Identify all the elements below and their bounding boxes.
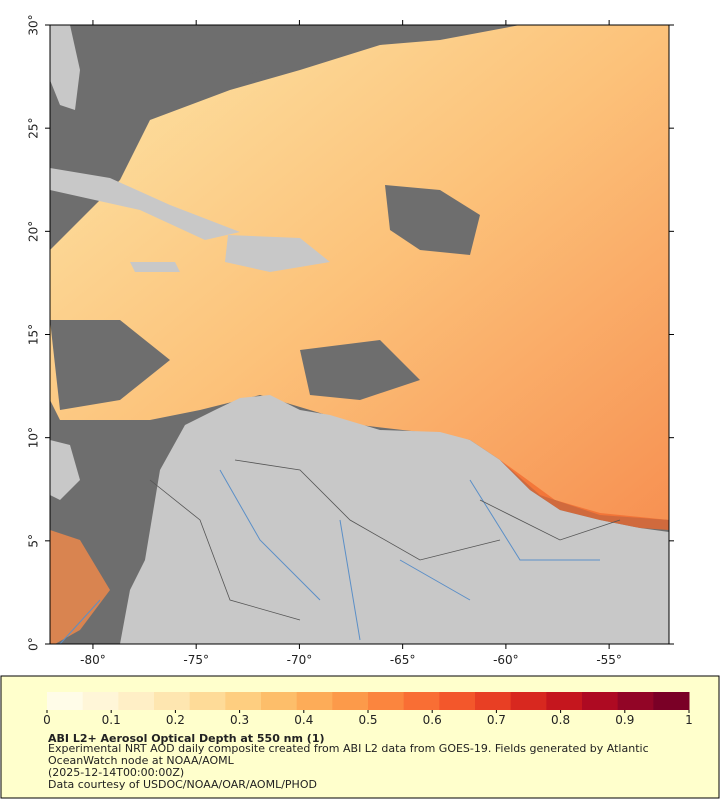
colorbar-tick-label: 0.5 xyxy=(358,713,377,727)
y-tick-label: 30° xyxy=(27,14,41,35)
colorbar-swatch xyxy=(47,692,84,710)
colorbar-tick-label: 0 xyxy=(43,713,51,727)
colorbar-tick-label: 0.6 xyxy=(423,713,442,727)
colorbar-swatch xyxy=(510,692,547,710)
caption-credit: Data courtesy of USDOC/NOAA/OAR/AOML/PHO… xyxy=(48,778,317,791)
y-tick-label: 15° xyxy=(27,324,41,345)
colorbar-tick-label: 0.4 xyxy=(294,713,313,727)
y-tick-label: 10° xyxy=(27,427,41,448)
colorbar-tick-label: 0.8 xyxy=(551,713,570,727)
x-tick-label: -80° xyxy=(80,653,106,667)
y-tick-label: 25° xyxy=(27,118,41,139)
y-tick-label: 20° xyxy=(27,221,41,242)
colorbar-swatch xyxy=(154,692,191,710)
x-tick-label: -70° xyxy=(287,653,313,667)
colorbar-tick-label: 0.2 xyxy=(166,713,185,727)
colorbar-tick-label: 0.1 xyxy=(102,713,121,727)
colorbar-swatch xyxy=(332,692,369,710)
colorbar-swatch xyxy=(296,692,333,710)
y-tick-label: 5° xyxy=(27,534,41,548)
colorbar-swatch xyxy=(82,692,119,710)
colorbar-swatch xyxy=(582,692,619,710)
colorbar-swatch xyxy=(118,692,155,710)
x-tick-label: -55° xyxy=(596,653,622,667)
colorbar-swatch xyxy=(189,692,226,710)
x-tick-label: -65° xyxy=(390,653,416,667)
map-image xyxy=(50,25,669,644)
x-tick-label: -60° xyxy=(493,653,519,667)
caption-description-box: Experimental NRT AOD daily composite cre… xyxy=(48,743,649,767)
y-tick-label: 0° xyxy=(27,637,41,651)
colorbar-swatch xyxy=(653,692,690,710)
caption-title: ABI L2+ Aerosol Optical Depth at 550 nm … xyxy=(48,732,325,745)
colorbar-tick-label: 0.7 xyxy=(487,713,506,727)
colorbar-swatch xyxy=(368,692,405,710)
colorbar-swatch xyxy=(225,692,262,710)
colorbar-tick-label: 0.3 xyxy=(230,713,249,727)
colorbar-tick-label: 1 xyxy=(685,713,693,727)
x-tick-label: -75° xyxy=(183,653,209,667)
colorbar-swatch xyxy=(261,692,298,710)
colorbar-swatch xyxy=(546,692,583,710)
caption-time: (2025-12-14T00:00:00Z) xyxy=(48,766,184,779)
colorbar-swatch xyxy=(403,692,440,710)
colorbar-swatch xyxy=(439,692,476,710)
colorbar-swatch xyxy=(617,692,654,710)
colorbar-swatch xyxy=(475,692,512,710)
colorbar-tick-label: 0.9 xyxy=(615,713,634,727)
caption-description: Experimental NRT AOD daily composite cre… xyxy=(48,743,649,767)
